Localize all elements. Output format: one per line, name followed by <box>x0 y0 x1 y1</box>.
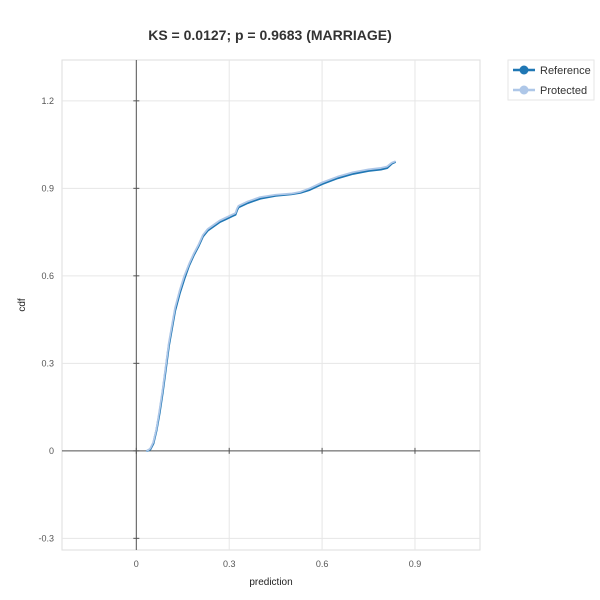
y-tick-label: 0 <box>49 446 54 456</box>
x-tick-label: 0 <box>134 559 139 569</box>
y-axis-label: cdf <box>17 298 28 312</box>
y-tick-label: 0.9 <box>41 183 54 193</box>
series-lines <box>146 160 396 452</box>
y-tick-label: 0.6 <box>41 271 54 281</box>
series-line-protected <box>146 160 396 452</box>
legend-label-protected: Protected <box>540 85 587 97</box>
chart-title: KS = 0.0127; p = 0.9683 (MARRIAGE) <box>148 27 392 43</box>
x-tick-label: 0.3 <box>223 559 236 569</box>
x-tick-label: 0.6 <box>316 559 329 569</box>
x-tick-label: 0.9 <box>409 559 422 569</box>
legend: Reference Protected <box>507 59 595 101</box>
y-tick-label: 1.2 <box>41 96 54 106</box>
legend-marker-reference <box>519 65 529 75</box>
legend-item-reference[interactable]: Reference <box>513 65 591 77</box>
legend-marker-protected <box>519 85 529 95</box>
plot-area <box>61 59 481 551</box>
y-tick-label: -0.3 <box>38 533 54 543</box>
tick-labels: 0 0.3 0.6 0.9 -0.3 0 0.3 0.6 0.9 1.2 <box>38 96 421 569</box>
zero-axes <box>62 60 480 550</box>
y-tick-label: 0.3 <box>41 358 54 368</box>
legend-item-protected[interactable]: Protected <box>513 85 587 97</box>
legend-label-reference: Reference <box>540 65 591 77</box>
x-axis-label: prediction <box>249 577 292 588</box>
